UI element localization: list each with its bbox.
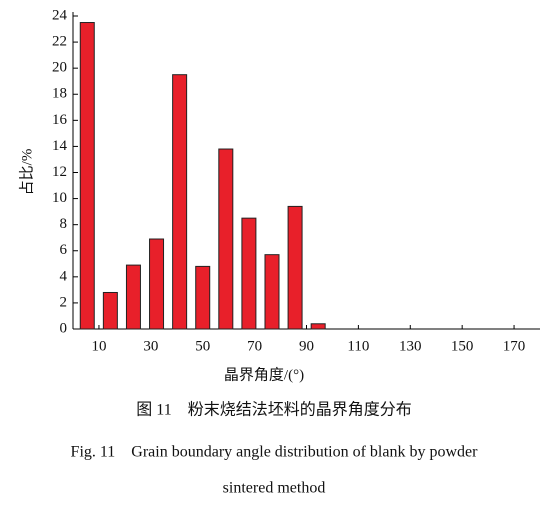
x-tick-label: 70 [247, 338, 262, 354]
y-tick-label: 6 [60, 242, 68, 258]
caption-en: sintered method [223, 480, 326, 497]
bar [102, 291, 118, 330]
bar [172, 74, 188, 330]
x-axis-label: 晶界角度/(°) [224, 366, 304, 383]
bar [79, 22, 95, 330]
y-tick-label: 0 [60, 320, 68, 336]
bar [287, 205, 303, 330]
caption-cn: 图 11 粉末烧结法坯料的晶界角度分布 [136, 401, 411, 419]
x-tick-label: 170 [503, 338, 526, 354]
y-tick-label: 14 [52, 138, 68, 154]
y-tick-label: 8 [60, 216, 68, 232]
y-tick-label: 22 [52, 34, 67, 50]
x-tick-label: 150 [451, 338, 474, 354]
y-tick-label: 4 [60, 268, 68, 284]
y-tick-label: 18 [52, 86, 67, 102]
y-axis-label: 占比/% [18, 149, 35, 196]
bar [241, 217, 257, 330]
bar [195, 265, 211, 330]
y-tick-label: 10 [52, 190, 67, 206]
y-tick-label: 12 [52, 164, 67, 180]
x-tick-label: 30 [143, 338, 158, 354]
x-tick-label: 90 [299, 338, 314, 354]
bar [218, 148, 234, 330]
x-tick-label: 10 [91, 338, 106, 354]
bar [149, 238, 165, 330]
x-tick-label: 50 [195, 338, 210, 354]
bar [310, 323, 326, 330]
x-tick-label: 110 [347, 338, 369, 354]
bar [264, 254, 280, 330]
y-tick-label: 24 [52, 7, 68, 23]
y-tick-label: 20 [52, 60, 67, 76]
y-tick-label: 2 [60, 294, 68, 310]
bar [125, 264, 141, 330]
caption-en: Fig. 11 Grain boundary angle distributio… [71, 444, 479, 461]
y-tick-label: 16 [52, 112, 68, 128]
x-tick-label: 130 [399, 338, 422, 354]
